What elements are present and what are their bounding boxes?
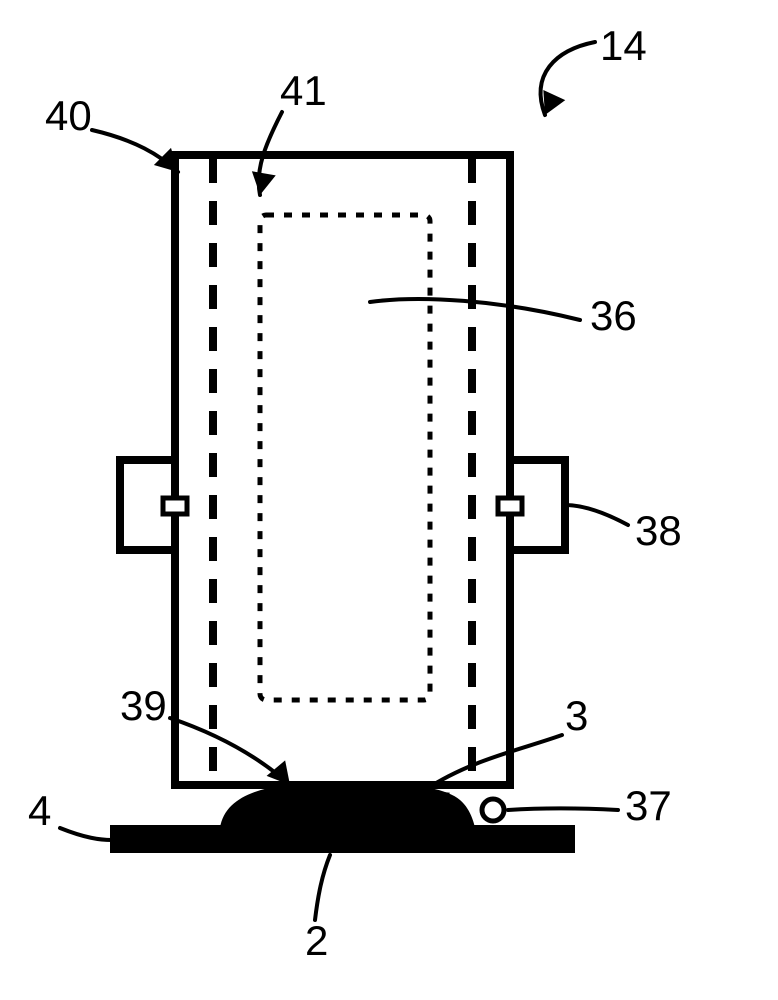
indicator-port xyxy=(482,799,504,821)
leader-l36: 36 xyxy=(370,292,637,339)
leader-l37: 37 xyxy=(508,782,672,829)
base-plate xyxy=(110,825,575,853)
arrow-head xyxy=(543,90,565,115)
outer-housing xyxy=(175,155,510,785)
leader-l14: 14 xyxy=(541,22,647,115)
leader-l4: 4 xyxy=(28,787,112,840)
technical-diagram: 14 41 40 36 38 39 3 4 37 2 xyxy=(0,0,778,1000)
label-l40: 40 xyxy=(45,92,92,139)
label-l4: 4 xyxy=(28,787,51,834)
label-l36: 36 xyxy=(590,292,637,339)
label-l38: 38 xyxy=(635,507,682,554)
inner-chamber xyxy=(260,215,430,700)
connector-left xyxy=(163,498,187,514)
label-l41: 41 xyxy=(280,67,327,114)
leader-l41: 41 xyxy=(252,67,327,195)
leader-l2: 2 xyxy=(305,855,330,964)
label-l37: 37 xyxy=(625,782,672,829)
label-l3: 3 xyxy=(565,692,588,739)
leader-l40: 40 xyxy=(45,92,178,172)
leader-l39: 39 xyxy=(120,682,290,785)
label-l2: 2 xyxy=(305,917,328,964)
leader-curve xyxy=(370,299,580,320)
leader-curve xyxy=(565,505,628,525)
leader-l38: 38 xyxy=(565,505,682,554)
label-l14: 14 xyxy=(600,22,647,69)
leader-curve xyxy=(60,828,112,840)
label-l39: 39 xyxy=(120,682,167,729)
leader-curve xyxy=(508,809,618,811)
connector-right xyxy=(498,498,522,514)
arrow-head xyxy=(252,171,276,195)
leader-curve xyxy=(315,855,330,920)
